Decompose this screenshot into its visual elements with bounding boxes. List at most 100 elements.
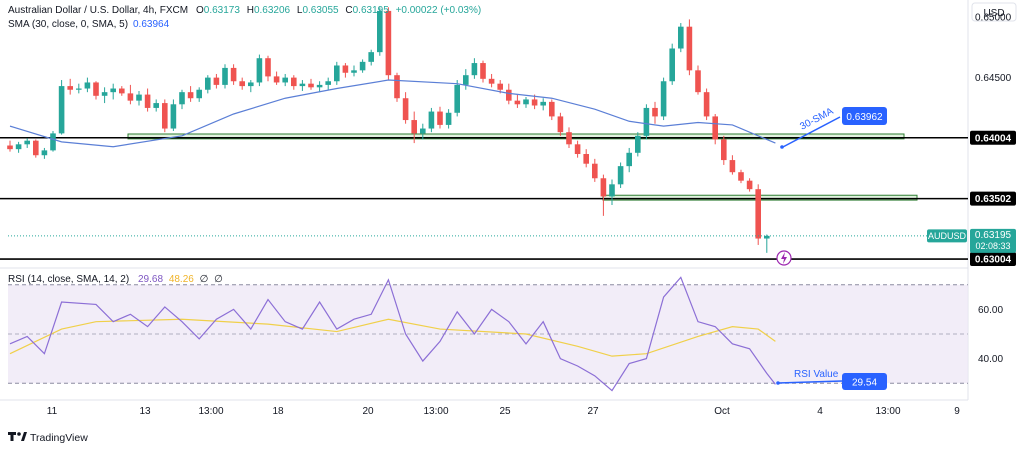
candle-body-42 [368, 52, 374, 62]
candle-body-26 [230, 67, 237, 82]
level-price-tags: 0.64004 0.63502 0.63004 [970, 130, 1016, 267]
currency-button-label: USD [983, 8, 1004, 19]
horizontal-levels [0, 136, 968, 260]
brand-text: TradingView [30, 432, 88, 444]
candle-body-38 [334, 65, 340, 82]
time-tick-8: Oct [714, 406, 730, 417]
candle-body-73 [635, 135, 641, 153]
candle-body-25 [222, 67, 228, 85]
rsi-tick-0: 60.00 [978, 305, 1003, 316]
candle-body-70 [609, 184, 615, 197]
sma-annotation-arrow [780, 116, 841, 149]
sma-line [9, 79, 776, 148]
sma-arrow-tip [780, 145, 784, 149]
ohlc-open-key: O [196, 5, 204, 16]
countdown-text: 02:08:33 [975, 241, 1010, 251]
candle-body-14 [127, 93, 134, 101]
candle-body-0 [7, 145, 13, 150]
candle-body-78 [678, 26, 684, 49]
candle-body-1 [15, 144, 22, 150]
currency-button[interactable] [971, 2, 1017, 22]
price-tick-0: 0.65000 [975, 12, 1012, 23]
candle-body-11 [101, 92, 108, 96]
level-tag-text-1: 0.63502 [975, 194, 1012, 205]
candle-body-63 [549, 101, 555, 117]
candle-body-51 [445, 112, 452, 125]
rsi-ma-legend-value: 48.26 [169, 274, 194, 285]
lightning-icon [781, 252, 787, 264]
time-tick-1: 13 [139, 406, 151, 417]
candle-body-13 [119, 88, 125, 94]
ohlc-values: O0.63173 H0.63206 L0.63055 C0.63195 +0.0… [196, 5, 481, 16]
level-tag-0 [970, 130, 1016, 145]
zone-0 [127, 133, 905, 140]
level-tag-2 [970, 252, 1016, 267]
candle-body-46 [402, 98, 409, 121]
sma-legend-label: SMA (30, close, 0, SMA, 5) [8, 19, 128, 30]
candle-body-10 [93, 82, 99, 96]
time-axis-ticks: 11 13 13:00 18 20 13:00 25 27 Oct 4 13:00 9 [47, 406, 960, 417]
candle-body-86 [746, 180, 753, 190]
rsi-axis-ticks: 60.00 40.00 [978, 305, 1003, 365]
candle-body-6 [58, 86, 65, 134]
candle-body-7 [67, 86, 73, 90]
rsi-legend-empty-1: ∅ [200, 274, 209, 285]
candle-body-17 [153, 103, 159, 108]
candle-body-4 [41, 150, 48, 156]
candle-body-66 [574, 144, 581, 155]
time-tick-0: 11 [47, 406, 58, 417]
candle-body-71 [617, 166, 624, 185]
candle-body-60 [523, 99, 529, 105]
time-tick-2: 13:00 [198, 406, 223, 417]
current-price-tag [970, 228, 1016, 253]
time-tick-6: 25 [499, 406, 511, 417]
candle-body-79 [686, 26, 693, 71]
candle-body-56 [488, 78, 495, 84]
candle-body-36 [316, 84, 323, 88]
ohlc-high-key: H [247, 5, 254, 16]
candle-body-41 [359, 61, 366, 71]
support-resistance-zones [127, 133, 918, 201]
rsi-legend-empty-2: ∅ [214, 274, 223, 285]
candle-body-47 [411, 120, 417, 134]
time-tick-9: 4 [817, 406, 823, 417]
rsi-value-text: 29.54 [852, 378, 877, 389]
candle-body-32 [282, 77, 288, 83]
candle-body-40 [351, 70, 357, 73]
candle-body-65 [566, 132, 572, 145]
candle-body-21 [187, 92, 194, 99]
candle-body-74 [643, 107, 650, 136]
candle-body-34 [299, 83, 306, 87]
candle-body-39 [342, 65, 349, 73]
current-price-text: 0.63195 [975, 230, 1012, 241]
ohlc-close: 0.63195 [353, 5, 390, 16]
candle-body-57 [497, 83, 503, 90]
candle-body-18 [162, 103, 168, 129]
candle-body-30 [265, 58, 271, 77]
candle-body-77 [669, 48, 675, 82]
candle-body-67 [583, 154, 589, 164]
candle-body-53 [463, 75, 469, 85]
candle-body-16 [144, 94, 151, 108]
candle-body-43 [377, 10, 383, 53]
tv-logo-slash [21, 432, 27, 441]
candle-body-54 [471, 63, 478, 76]
candle-body-75 [652, 107, 658, 117]
candle-body-5 [50, 133, 56, 151]
rsi-annotation-arrow [777, 380, 843, 384]
level-tag-text-0: 0.64004 [975, 133, 1012, 144]
tradingview-logo[interactable]: TradingView [8, 432, 88, 444]
rsi-legend-values: 29.68 48.26 ∅ ∅ [138, 274, 223, 285]
symbol-tag [927, 229, 967, 243]
ohlc-open: 0.63173 [204, 5, 241, 16]
candle-body-69 [600, 178, 607, 197]
ohlc-low: 0.63055 [302, 5, 339, 16]
candle-body-81 [703, 92, 710, 117]
rsi-annotation-text: RSI Value [794, 369, 839, 380]
candle-body-37 [325, 81, 331, 85]
time-tick-5: 13:00 [423, 406, 448, 417]
candle-body-15 [136, 94, 142, 101]
candle-body-48 [420, 128, 426, 134]
candle-body-61 [531, 99, 538, 106]
